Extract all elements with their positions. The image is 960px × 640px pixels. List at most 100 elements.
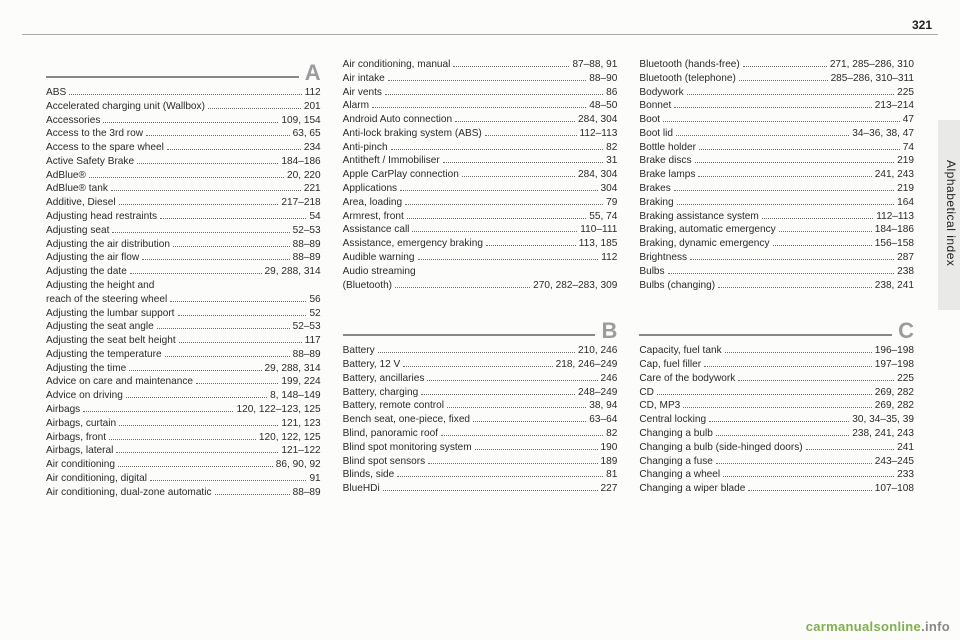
index-entry-label: Brake lamps <box>639 170 695 180</box>
leader-dots <box>165 356 290 357</box>
leader-dots <box>126 397 267 398</box>
index-entry: Braking164 <box>639 198 914 208</box>
watermark-green: carmanualsonline <box>806 619 921 634</box>
index-entry-pages: 63–64 <box>589 415 617 425</box>
index-entry: Braking assistance system112–113 <box>639 212 914 222</box>
leader-dots <box>89 177 284 178</box>
index-entry-label: reach of the steering wheel <box>46 295 167 305</box>
index-entry-label: Area, loading <box>343 198 402 208</box>
index-entry: AdBlue® 20, 220 <box>46 171 321 181</box>
index-entry-label: Applications <box>343 184 397 194</box>
index-entry-label: Adjusting the seat belt height <box>46 336 176 346</box>
leader-dots <box>704 366 872 367</box>
leader-dots <box>447 407 586 408</box>
leader-dots <box>160 218 306 219</box>
index-entry-pages: 52–53 <box>293 322 321 332</box>
index-entry-pages: 113, 185 <box>579 239 618 249</box>
index-entry: Changing a wheel233 <box>639 470 914 480</box>
index-entry-pages: 91 <box>309 474 320 484</box>
index-entry-pages: 225 <box>897 374 914 384</box>
index-entry: Boot47 <box>639 115 914 125</box>
leader-dots <box>142 259 289 260</box>
index-entry: Accessories109, 154 <box>46 116 321 126</box>
index-entry-label: Audible warning <box>343 253 415 263</box>
index-entry: Bonnet213–214 <box>639 101 914 111</box>
leader-dots <box>208 108 301 109</box>
leader-dots <box>170 301 306 302</box>
leader-dots <box>698 176 871 177</box>
leader-dots <box>687 94 895 95</box>
leader-dots <box>400 190 597 191</box>
index-entry-pages: 20, 220 <box>287 171 321 181</box>
index-entry-pages: 184–186 <box>281 157 320 167</box>
index-entry: Battery, 12 V218, 246–249 <box>343 360 618 370</box>
leader-dots <box>391 149 604 150</box>
index-entry-pages: 243–245 <box>875 457 914 467</box>
index-entry-pages: 121, 123 <box>281 419 320 429</box>
index-entry-pages: 34–36, 38, 47 <box>852 129 914 139</box>
index-entry: Air conditioning, dual-zone automatic88–… <box>46 488 321 498</box>
section-heading: A <box>46 62 321 84</box>
index-entry: Braking, dynamic emergency156–158 <box>639 239 914 249</box>
index-entry: Bench seat, one-piece, fixed 63–64 <box>343 415 618 425</box>
index-entry-label: Care of the bodywork <box>639 374 735 384</box>
index-entry-label: Adjusting the temperature <box>46 350 162 360</box>
index-entry: Adjusting the lumbar support52 <box>46 309 321 319</box>
index-entry: Blind spot monitoring system190 <box>343 443 618 453</box>
leader-dots <box>716 435 849 436</box>
index-entry-label: Bonnet <box>639 101 671 111</box>
index-entry-pages: 112 <box>305 88 321 98</box>
index-entry: Advice on driving8, 148–149 <box>46 391 321 401</box>
index-entry: CD269, 282 <box>639 388 914 398</box>
index-entry-pages: 56 <box>309 295 320 305</box>
leader-dots <box>699 149 900 150</box>
index-entry-pages: 234 <box>304 143 321 153</box>
leader-dots <box>111 190 301 191</box>
index-entry-pages: 82 <box>606 429 617 439</box>
index-entry: Area, loading79 <box>343 198 618 208</box>
index-entry: Brake lamps241, 243 <box>639 170 914 180</box>
index-entry: Advice on care and maintenance199, 224 <box>46 377 321 387</box>
index-entry-label: Bench seat, one-piece, fixed <box>343 415 470 425</box>
index-entry: Bluetooth (hands-free)271, 285–286, 310 <box>639 60 914 70</box>
index-entry: Adjusting the temperature88–89 <box>46 350 321 360</box>
page-number: 321 <box>912 18 932 32</box>
leader-dots <box>709 421 849 422</box>
index-entry: Battery210, 246 <box>343 346 618 356</box>
index-entry-pages: 184–186 <box>875 225 914 235</box>
leader-dots <box>773 245 872 246</box>
section-heading: B <box>343 320 618 342</box>
leader-dots <box>69 94 301 95</box>
index-entry-pages: 284, 304 <box>578 115 617 125</box>
index-entry: Adjusting head restraints54 <box>46 212 321 222</box>
leader-dots <box>109 439 256 440</box>
leader-dots <box>453 66 569 67</box>
top-rule <box>22 34 938 35</box>
leader-dots <box>378 352 575 353</box>
index-entry: (Bluetooth)270, 282–283, 309 <box>343 281 618 291</box>
index-entry-label: AdBlue® <box>46 171 86 181</box>
index-entry-label: Adjusting the air flow <box>46 253 139 263</box>
index-entry-pages: 190 <box>601 443 618 453</box>
index-entry-label: Central locking <box>639 415 706 425</box>
section-letter: C <box>898 320 914 342</box>
index-entry: Applications304 <box>343 184 618 194</box>
index-entry-pages: 48–50 <box>589 101 617 111</box>
index-entry: Adjusting the air flow88–89 <box>46 253 321 263</box>
index-entry: Adjusting the height and <box>46 281 321 291</box>
index-entry-label: Changing a wheel <box>639 470 720 480</box>
index-entry-label: Bulbs (changing) <box>639 281 715 291</box>
index-entry-label: Adjusting the height and <box>46 281 154 291</box>
index-entry: Audible warning112 <box>343 253 618 263</box>
index-entry-label: AdBlue® tank <box>46 184 108 194</box>
leader-dots <box>779 231 872 232</box>
index-entry-label: Braking, dynamic emergency <box>639 239 769 249</box>
index-entry-label: Air intake <box>343 74 385 84</box>
index-entry-label: Bottle holder <box>639 143 696 153</box>
index-entry-pages: 246 <box>601 374 618 384</box>
index-entry: Changing a bulb238, 241, 243 <box>639 429 914 439</box>
index-entry-label: Adjusting the air distribution <box>46 240 170 250</box>
index-entry: Access to the 3rd row63, 65 <box>46 129 321 139</box>
index-entry: CD, MP3269, 282 <box>639 401 914 411</box>
leader-dots <box>486 245 576 246</box>
